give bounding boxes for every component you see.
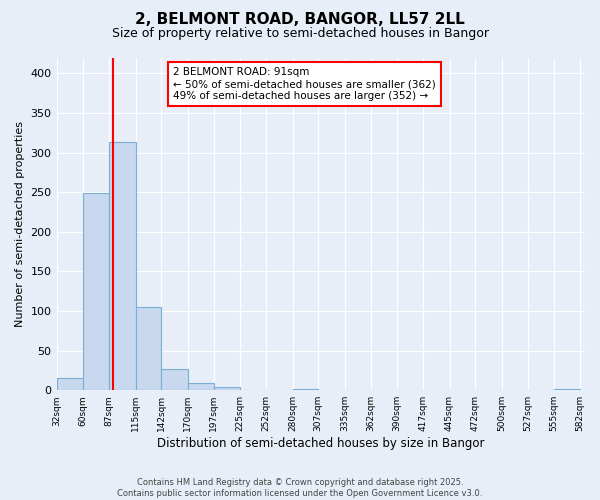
- Bar: [188, 383, 214, 390]
- Bar: [214, 387, 240, 390]
- Bar: [136, 307, 161, 390]
- Text: 2 BELMONT ROAD: 91sqm
← 50% of semi-detached houses are smaller (362)
49% of sem: 2 BELMONT ROAD: 91sqm ← 50% of semi-deta…: [173, 68, 436, 100]
- Y-axis label: Number of semi-detached properties: Number of semi-detached properties: [15, 121, 25, 327]
- X-axis label: Distribution of semi-detached houses by size in Bangor: Distribution of semi-detached houses by …: [157, 437, 484, 450]
- Text: Contains HM Land Registry data © Crown copyright and database right 2025.
Contai: Contains HM Land Registry data © Crown c…: [118, 478, 482, 498]
- Text: 2, BELMONT ROAD, BANGOR, LL57 2LL: 2, BELMONT ROAD, BANGOR, LL57 2LL: [135, 12, 465, 28]
- Bar: [293, 388, 318, 390]
- Bar: [56, 378, 83, 390]
- Bar: [109, 142, 136, 390]
- Bar: [161, 369, 188, 390]
- Text: Size of property relative to semi-detached houses in Bangor: Size of property relative to semi-detach…: [112, 28, 488, 40]
- Bar: [83, 193, 109, 390]
